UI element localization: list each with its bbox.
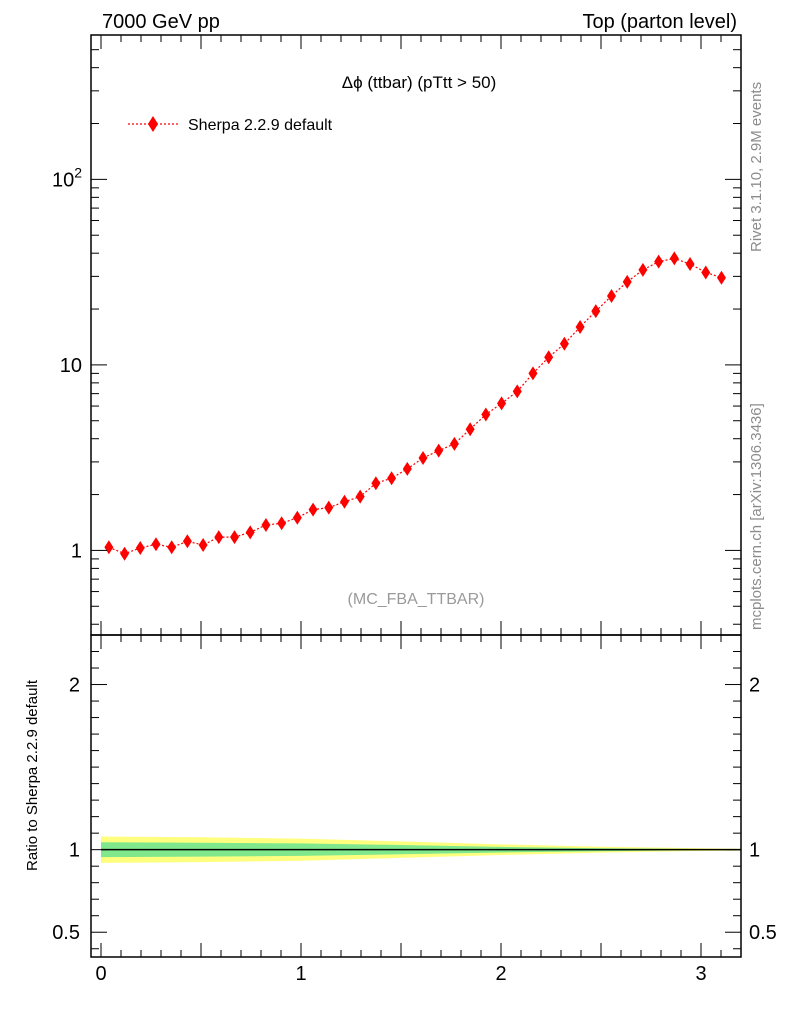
data-point xyxy=(685,256,695,271)
ratio-x-ticks: 0 1 2 3 xyxy=(95,635,742,985)
data-point xyxy=(214,530,224,545)
ratio-y-label: Ratio to Sherpa 2.2.9 default xyxy=(24,679,41,871)
data-point xyxy=(198,537,208,552)
data-point xyxy=(544,350,554,365)
data-point xyxy=(339,494,349,509)
data-point xyxy=(716,270,726,285)
data-point xyxy=(355,489,365,504)
ratio-y-tick-label-right: 1 xyxy=(749,840,760,862)
main-y-tick-exponent: 2 xyxy=(74,164,82,180)
data-point xyxy=(371,476,381,491)
data-point xyxy=(497,396,507,411)
data-point xyxy=(449,436,459,451)
data-point xyxy=(245,525,255,540)
data-point xyxy=(669,251,679,266)
ratio-y-tick-label-right: 2 xyxy=(749,675,760,697)
main-panel: 1 10 102 Δϕ (ttbar) (pTtt > 50) (MC_FBA_TT… xyxy=(52,34,742,636)
legend-marker xyxy=(148,116,158,132)
data-point xyxy=(104,540,114,555)
data-point xyxy=(701,265,711,280)
data-point xyxy=(591,304,601,319)
data-point xyxy=(230,530,240,545)
data-point xyxy=(575,320,585,335)
data-point xyxy=(465,422,475,437)
ratio-y-tick-label: 1 xyxy=(69,840,80,862)
data-point xyxy=(622,274,632,289)
main-y-tick-label: 102 xyxy=(52,164,82,191)
x-tick-label: 3 xyxy=(695,963,706,985)
main-y-ticks: 1 10 102 xyxy=(52,34,741,625)
data-point xyxy=(559,336,569,351)
ratio-panel: 0.5 0.5 1 1 2 2 0 1 2 3 Ratio to Sherpa 2.2.9 de… xyxy=(24,634,777,985)
data-point xyxy=(528,366,538,381)
legend: Sherpa 2.2.9 default xyxy=(128,116,333,134)
data-point xyxy=(292,510,302,525)
main-y-tick-label: 1 xyxy=(71,540,82,562)
data-point xyxy=(607,289,616,304)
plot-title: Δϕ (ttbar) (pTtt > 50) xyxy=(342,73,497,92)
data-point xyxy=(387,471,397,486)
x-tick-label: 1 xyxy=(295,963,306,985)
data-point xyxy=(277,516,287,531)
data-point xyxy=(167,540,177,555)
main-y-tick-label: 10 xyxy=(60,355,82,377)
x-tick-label: 0 xyxy=(95,963,106,985)
data-point xyxy=(182,534,192,549)
main-x-ticks xyxy=(100,35,742,635)
main-marks xyxy=(104,251,726,561)
header-left: 7000 GeV pp xyxy=(102,11,220,33)
data-point xyxy=(135,541,145,556)
ratio-y-tick-label: 2 xyxy=(69,675,80,697)
data-point xyxy=(638,262,648,277)
header-right: Top (parton level) xyxy=(582,11,737,33)
ratio-y-tick-label-right: 0.5 xyxy=(749,922,777,944)
data-point xyxy=(434,443,444,458)
data-point xyxy=(418,450,428,465)
data-point xyxy=(324,500,334,515)
x-tick-label: 2 xyxy=(495,963,506,985)
legend-label: Sherpa 2.2.9 default xyxy=(188,117,333,134)
mcplots-label: mcplots.cern.ch [arXiv:1306.3436] xyxy=(748,403,765,630)
data-point xyxy=(308,502,318,517)
ratio-y-tick-label: 0.5 xyxy=(52,922,80,944)
plot-subtitle: (MC_FBA_TTBAR) xyxy=(348,591,485,608)
series-line xyxy=(108,257,722,555)
data-point xyxy=(654,254,664,269)
data-point xyxy=(512,384,522,399)
data-point xyxy=(120,546,130,561)
data-point xyxy=(481,407,491,422)
ratio-frame xyxy=(90,634,742,958)
data-point xyxy=(402,461,412,476)
data-point xyxy=(261,518,271,533)
rivet-label: Rivet 3.1.10, 2.9M events xyxy=(748,82,765,252)
ratio-y-ticks: 0.5 0.5 1 1 2 2 xyxy=(52,651,777,950)
ratio-marks xyxy=(101,836,741,863)
data-point xyxy=(151,537,161,552)
